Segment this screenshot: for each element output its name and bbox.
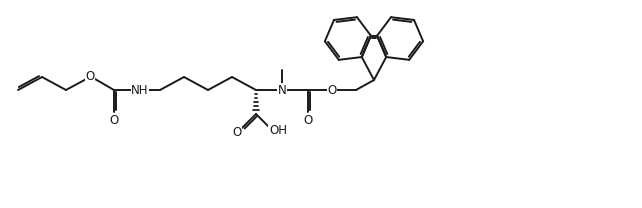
- Text: O: O: [85, 71, 94, 83]
- Text: N: N: [277, 83, 286, 97]
- Text: OH: OH: [269, 125, 287, 137]
- Text: O: O: [327, 83, 336, 97]
- Text: O: O: [232, 126, 241, 140]
- Text: O: O: [304, 114, 313, 126]
- Text: O: O: [109, 114, 119, 126]
- Text: NH: NH: [131, 83, 149, 97]
